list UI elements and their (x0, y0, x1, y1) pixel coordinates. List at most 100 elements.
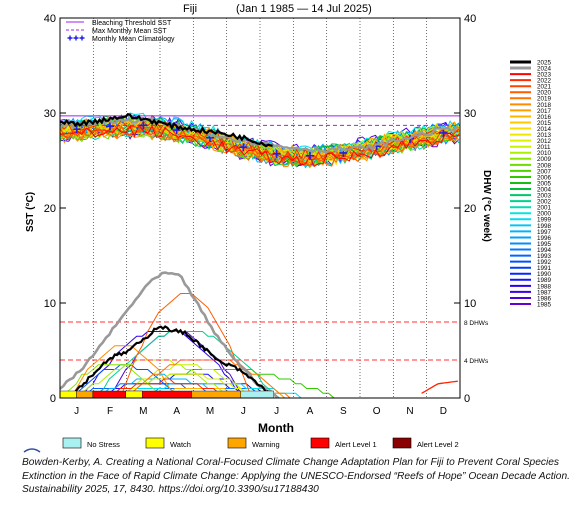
year-label: 1987 (537, 289, 552, 296)
x-tick-label: A (173, 406, 180, 417)
x-tick-label: D (440, 406, 447, 417)
year-label: 1998 (537, 223, 552, 230)
x-tick-label: O (373, 406, 381, 417)
alert-bar-segment (125, 390, 143, 398)
year-label: 2001 (537, 205, 552, 212)
y-tick-label: 10 (44, 298, 56, 310)
y-tick-label-right: 40 (464, 13, 476, 25)
year-label: 1990 (537, 271, 552, 278)
y-tick-label: 30 (44, 108, 56, 120)
year-label: 1997 (537, 229, 552, 236)
year-label: 2025 (537, 59, 552, 66)
figure-caption: Bowden-Kerby, A. Creating a National Cor… (22, 457, 570, 496)
year-label: 2016 (537, 114, 552, 121)
dhw-line-2023 (421, 380, 458, 394)
year-label: 2000 (537, 211, 552, 218)
alert-bar-segment (76, 390, 94, 398)
sst-line-2017 (60, 115, 460, 158)
alert-legend-swatch (227, 437, 247, 449)
highlight-lines (60, 113, 459, 398)
year-label: 2010 (537, 150, 552, 157)
year-lines-group (60, 112, 460, 398)
year-label: 1991 (537, 265, 552, 272)
year-label: 2008 (537, 162, 552, 169)
alert-legend-label: Alert Level 2 (417, 440, 459, 449)
alert-legend-swatch (62, 437, 82, 449)
year-label: 2011 (537, 144, 551, 151)
climatology-marker (106, 122, 114, 131)
alert-legend-swatch (145, 437, 165, 449)
dhw-line-2012 (60, 373, 389, 398)
year-label: 2006 (537, 174, 552, 181)
dhw-line-2016 (60, 388, 389, 398)
dhw-line-2025 (60, 325, 269, 398)
y-tick-label-right: 30 (464, 108, 476, 120)
axes: 0 0 10 10 20 20 30 30 40 40 J F M A M J J A S O N D (44, 13, 477, 417)
legend-label: Bleaching Threshold SST (92, 20, 172, 27)
year-label: 2017 (537, 108, 552, 115)
y-tick-label-right: 10 (464, 298, 476, 310)
alert-bar-segment (240, 390, 274, 398)
year-label: 1992 (537, 259, 552, 266)
alert-legend-label: Warning (252, 440, 280, 449)
y-tick-label: 0 (50, 393, 56, 405)
year-label: 2002 (537, 199, 552, 206)
year-label: 2023 (537, 72, 552, 79)
climatology-marker (439, 128, 448, 137)
y-tick-label: 20 (44, 203, 56, 215)
x-tick-label: N (406, 406, 413, 417)
logo-mark (23, 448, 41, 453)
alert-legend-swatch (392, 437, 412, 449)
climatology-marker (272, 149, 281, 158)
year-label: 2015 (537, 120, 552, 127)
alert-bar-segment (191, 390, 242, 398)
climatology-marker (239, 143, 248, 152)
year-label: 1986 (537, 295, 552, 302)
x-tick-label: A (307, 406, 314, 417)
sst-line-2022 (60, 118, 460, 161)
year-label: 2018 (537, 102, 552, 109)
year-label: 1993 (537, 253, 552, 260)
alert-legend-swatch (310, 437, 330, 449)
dhw-line-2020 (60, 293, 389, 398)
alert-legend: No Stress Watch Warning Alert Level 1 Alert … (23, 437, 459, 453)
x-tick-label: J (241, 406, 246, 417)
climatology-marker (72, 125, 81, 134)
threshold-lines: 8 DHWs 4 DHWs (60, 115, 489, 365)
dhw-line-2009 (60, 364, 389, 398)
dhw-4-label: 4 DHWs (464, 358, 489, 365)
x-tick-label: M (206, 406, 214, 417)
climatology-marker (306, 151, 314, 160)
x-tick-label: M (139, 406, 147, 417)
year-label: 2014 (537, 126, 552, 133)
x-tick-label: F (107, 406, 113, 417)
year-label: 1989 (537, 277, 552, 284)
legend-plus-icon (67, 35, 73, 41)
year-legend: 2025202420232022202120202019201820172016… (510, 59, 552, 308)
sst-line-2025 (60, 113, 273, 148)
year-label: 1988 (537, 283, 552, 290)
year-label: 1994 (537, 247, 552, 254)
year-label: 2019 (537, 96, 552, 103)
year-label: 1996 (537, 235, 552, 242)
sst-line-2023 (60, 123, 460, 168)
dhw-line-2024 (60, 271, 278, 398)
year-label: 2007 (537, 168, 552, 175)
year-label: 1985 (537, 301, 552, 308)
legend-plus-icon (79, 35, 85, 41)
dhw-line-2011 (60, 364, 389, 398)
x-tick-label: J (274, 406, 279, 417)
year-label: 1999 (537, 217, 552, 224)
year-label: 2005 (537, 180, 552, 187)
month-grid (92, 18, 428, 398)
sst-line-2021 (60, 123, 460, 165)
alert-legend-label: Watch (170, 440, 191, 449)
year-label: 2009 (537, 156, 552, 163)
year-label: 2004 (537, 186, 552, 193)
y-axis-right-label: DHW (°C week) (481, 170, 492, 242)
x-axis-label: Month (258, 421, 294, 435)
year-label: 2003 (537, 193, 552, 200)
dhw-line-1997 (60, 373, 389, 398)
